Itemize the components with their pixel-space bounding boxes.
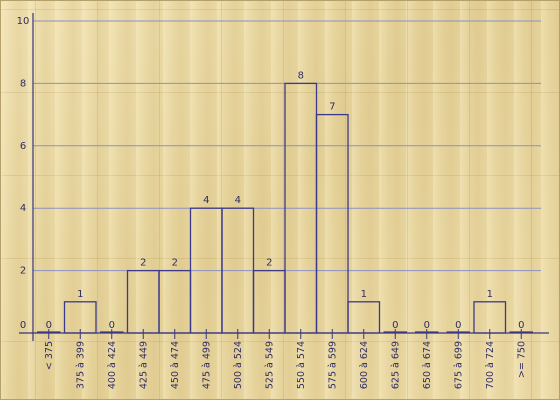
axes [19, 13, 549, 341]
y-tick-label: 8 [20, 78, 26, 89]
x-tick-label: 600 à 624 [359, 341, 370, 389]
data-label: 2 [140, 258, 146, 269]
bar [158, 269, 192, 334]
bar [347, 301, 381, 334]
bar [315, 113, 349, 334]
data-label: 1 [487, 289, 493, 300]
bar [63, 301, 97, 334]
data-label: 7 [329, 102, 335, 113]
x-tick-label: 650 à 674 [422, 341, 433, 389]
x-tick-label: 375 à 399 [75, 341, 86, 389]
data-label: 0 [518, 320, 524, 331]
data-label: 1 [361, 289, 367, 300]
data-label: 2 [266, 258, 272, 269]
data-label: 4 [203, 195, 209, 206]
bar [252, 269, 286, 334]
y-tick-label: 0 [20, 320, 26, 331]
x-tick-label: 400 à 424 [107, 341, 118, 389]
gridlines [33, 20, 541, 272]
x-tick-label: 450 à 474 [170, 341, 181, 389]
data-label: 0 [392, 320, 398, 331]
data-label: 0 [424, 320, 430, 331]
x-tick-label: 625 à 649 [390, 341, 401, 389]
x-tick-label: 475 à 499 [201, 341, 212, 389]
x-tick-label: 550 à 574 [296, 341, 307, 389]
x-tick-label: 500 à 524 [233, 341, 244, 389]
data-label: 1 [77, 289, 83, 300]
y-tick-label: 4 [20, 203, 26, 214]
y-tick-label: 10 [17, 16, 30, 27]
x-tick-label: 700 à 724 [485, 341, 496, 389]
bars [37, 82, 533, 334]
data-label: 4 [235, 195, 241, 206]
x-tick-label: < 375 [44, 341, 55, 370]
x-tick-label: 575 à 599 [327, 341, 338, 389]
y-tick-label: 6 [20, 141, 26, 152]
data-label: 2 [172, 258, 178, 269]
data-label: 8 [298, 70, 304, 81]
bar [473, 301, 507, 334]
x-tick-label: >= 750 [516, 341, 527, 378]
x-tick-label: 525 à 549 [264, 341, 275, 389]
data-label: 0 [46, 320, 52, 331]
data-label: 0 [109, 320, 115, 331]
data-label: 0 [455, 320, 461, 331]
x-tick-label: 675 à 699 [453, 341, 464, 389]
y-tick-label: 2 [20, 266, 26, 277]
x-tick-label: 425 à 449 [138, 341, 149, 389]
bar [126, 269, 160, 334]
